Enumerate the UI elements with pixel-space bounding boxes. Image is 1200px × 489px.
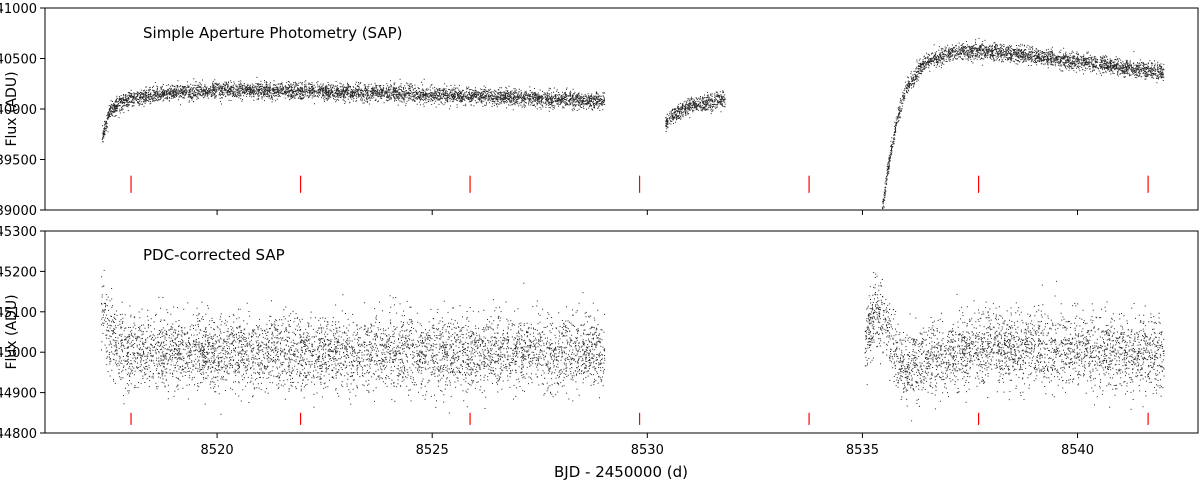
sap-panel: 39000 39500 40000 40500 41000 Simple Apertur…: [0, 2, 1199, 219]
pdcsap-y-axis-ticks: 44800 44900 45000 45100 45200 45300: [0, 225, 45, 442]
x-axis-label: BJD - 2450000 (d): [554, 463, 688, 481]
y-tick-label: 44900: [0, 387, 37, 402]
sap-y-axis-ticks: 39000 39500 40000 40500 41000: [0, 2, 45, 219]
y-tick-label: 39500: [0, 154, 37, 169]
pdcsap-event-markers: [130, 412, 1149, 425]
y-tick-label: 39000: [0, 204, 37, 219]
sap-event-markers: [130, 175, 1149, 193]
y-tick-label: 44800: [0, 427, 37, 442]
data-point-cloud-orbit-1: [101, 76, 606, 143]
pdcsap-panel: 448004490045000451004520045300 852085258…: [0, 225, 1199, 481]
y-tick-label: 40500: [0, 53, 37, 68]
pdcsap-panel-title: PDC-corrected SAP: [143, 246, 285, 264]
y-tick-label: 45200: [0, 265, 37, 280]
pdcsap-data-points: [100, 269, 1165, 422]
sap-data-points: [101, 37, 1165, 211]
data-point-cloud-orbit-2: [665, 90, 726, 132]
sap-y-axis-label: Flux (ADU): [4, 71, 20, 146]
y-tick-label: 41000: [0, 2, 37, 17]
x-tick-label: 8525: [416, 443, 449, 458]
x-tick-label: 8530: [631, 443, 664, 458]
y-tick-label: 45300: [0, 225, 37, 240]
x-tick-label: 8540: [1061, 443, 1094, 458]
data-point-cloud-orbit-3: [881, 37, 1165, 211]
data-point-cloud-orbit-1: [100, 269, 606, 415]
x-tick-label: 8535: [846, 443, 879, 458]
pdcsap-y-axis-label: Flux (ADU): [4, 294, 20, 369]
y-tick-label: 45100: [0, 306, 37, 321]
y-tick-label: 40000: [0, 103, 37, 118]
sap-x-axis-ticks: [216, 210, 1079, 215]
y-tick-label: 45000: [0, 346, 37, 361]
sap-panel-title: Simple Aperture Photometry (SAP): [143, 24, 403, 42]
data-point-cloud-orbit-3: [864, 272, 1165, 422]
pdcsap-plot-frame: [44, 230, 1199, 434]
x-tick-label: 8520: [201, 443, 234, 458]
pdcsap-x-axis-ticks: 8520 8525 8530 8535 8540: [201, 433, 1094, 458]
